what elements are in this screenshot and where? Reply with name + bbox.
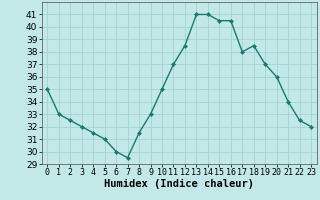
X-axis label: Humidex (Indice chaleur): Humidex (Indice chaleur)	[104, 179, 254, 189]
